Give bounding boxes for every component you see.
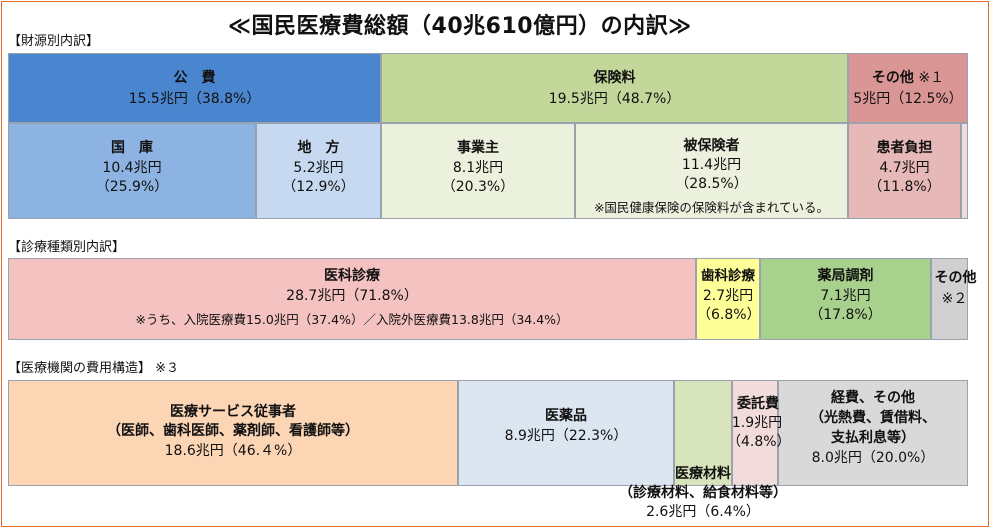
funding-insurance-bar: 保険料 19.5兆円（48.7%） (381, 53, 848, 123)
treatment-dental-pct: （6.8%） (697, 307, 761, 323)
structure-materials-bar (674, 380, 732, 486)
funding-insurance-value: 19.5兆円（48.7%） (548, 91, 681, 107)
structure-expenses-sub1: （光熱費、賃借料、 (810, 410, 936, 426)
funding-employer-bar: 事業主 8.1兆円 （20.3%） (381, 123, 575, 219)
section-label-structure-note: ※３ (155, 361, 180, 376)
funding-employer-value: 8.1兆円 (452, 160, 504, 176)
section-label-structure-text: 【医療機関の費用構造】 (8, 361, 152, 376)
structure-staff-label: 医療サービス従事者 (170, 404, 296, 420)
treatment-other-bar: その他 ※２ (931, 258, 977, 340)
structure-staff-sub: （医師、歯科医師、薬剤師、看護師等） (107, 423, 359, 439)
funding-other-value: 5兆円（12.5%） (853, 91, 963, 107)
funding-local-value: 5.2兆円 (293, 160, 344, 176)
funding-local-pct: （12.9%） (282, 179, 355, 195)
funding-other-bar: その他 ※１ 5兆円（12.5%） (848, 53, 968, 123)
page-title: ≪国民医療費総額（40兆610億円）の内訳≫ (228, 14, 692, 39)
funding-insured-bar: 被保険者 11.4兆円 （28.5%） ※国民健康保険の保険料が含まれている。 (575, 123, 848, 219)
funding-employer-label: 事業主 (457, 140, 499, 156)
funding-patient-value: 4.7兆円 (879, 160, 930, 176)
structure-staff-bar: 医療サービス従事者 （医師、歯科医師、薬剤師、看護師等） 18.6兆円（46.４… (8, 380, 458, 486)
structure-outsourcing-value: 1.9兆円 (731, 415, 783, 431)
funding-public-value: 15.5兆円（38.8%） (128, 91, 261, 107)
treatment-medical-bar: 医科診療 28.7兆円（71.8%） ※うち、入院医療費15.0兆円（37.4%… (8, 258, 696, 340)
funding-insured-pct: （28.5%） (675, 176, 748, 192)
structure-expenses-sub2: 支払利息等） (831, 430, 915, 446)
section-label-treatment: 【診療種類別内訳】 (8, 240, 126, 255)
funding-public-label: 公 費 (173, 70, 216, 86)
treatment-pharmacy-bar: 薬局調剤 7.1兆円 （17.8%） (760, 258, 931, 340)
treatment-dental-bar: 歯科診療 2.7兆円 （6.8%） (696, 258, 761, 340)
structure-drugs-label: 医薬品 (545, 408, 587, 424)
funding-employer-pct: （20.3%） (441, 179, 515, 195)
structure-drugs-value: 8.9兆円（22.3%） (504, 428, 628, 444)
funding-local-label: 地 方 (297, 140, 340, 156)
funding-patient-bar: 患者負担 4.7兆円 （11.8%） (848, 123, 961, 219)
structure-outsourcing-bar (732, 380, 778, 486)
treatment-dental-label: 歯科診療 (701, 268, 755, 284)
section-label-structure: 【医療機関の費用構造】 ※３ (8, 357, 179, 376)
funding-insurance-label: 保険料 (593, 70, 636, 86)
funding-public-bar: 公 費 15.5兆円（38.8%） (8, 53, 381, 123)
treatment-medical-value: 28.7兆円（71.8%） (286, 288, 418, 304)
treatment-other-note: ※２ (941, 291, 968, 307)
structure-materials-value: 2.6兆円（6.4%） (646, 504, 760, 520)
funding-national-pct: （25.9%） (95, 179, 169, 195)
section-label-funding: 【財源別内訳】 (8, 34, 100, 49)
funding-national-value: 10.4兆円 (102, 160, 162, 176)
funding-insured-note: ※国民健康保険の保険料が含まれている。 (593, 200, 830, 215)
treatment-dental-value: 2.7兆円 (702, 288, 754, 304)
structure-expenses-label: 経費、その他 (831, 390, 915, 406)
funding-other-note: ※１ (918, 70, 945, 86)
funding-insured-label: 被保険者 (683, 138, 740, 154)
structure-drugs-bar: 医薬品 8.9兆円（22.3%） (458, 380, 674, 486)
structure-outsourcing-pct: （4.8%） (727, 434, 791, 450)
funding-patient-remainder (961, 123, 968, 219)
funding-national-bar: 国 庫 10.4兆円 （25.9%） (8, 123, 256, 219)
funding-national-label: 国 庫 (111, 140, 153, 156)
structure-materials-label: 医療材料 (675, 466, 731, 482)
structure-staff-value: 18.6兆円（46.４%） (164, 443, 302, 459)
structure-materials-sub: （診療材料、給食材料等） (619, 485, 787, 501)
funding-patient-label: 患者負担 (876, 140, 933, 156)
treatment-other-label: その他 (934, 270, 977, 286)
treatment-pharmacy-label: 薬局調剤 (817, 268, 874, 284)
treatment-medical-label: 医科診療 (324, 268, 380, 284)
treatment-pharmacy-pct: （17.8%） (809, 307, 882, 323)
funding-patient-pct: （11.8%） (868, 179, 941, 195)
treatment-medical-note: ※うち、入院医療費15.0兆円（37.4%）／入院外医療費13.8兆円（34.4… (135, 312, 569, 327)
funding-insured-value: 11.4兆円 (681, 157, 742, 173)
structure-expenses-bar: 経費、その他 （光熱費、賃借料、 支払利息等） 8.0兆円（20.0%） (778, 380, 968, 486)
structure-outsourcing-label: 委託費 (737, 396, 779, 412)
treatment-pharmacy-value: 7.1兆円 (820, 288, 871, 304)
funding-local-bar: 地 方 5.2兆円 （12.9%） (256, 123, 381, 219)
structure-expenses-value: 8.0兆円（20.0%） (811, 450, 935, 466)
funding-other-label: その他 (871, 70, 914, 86)
